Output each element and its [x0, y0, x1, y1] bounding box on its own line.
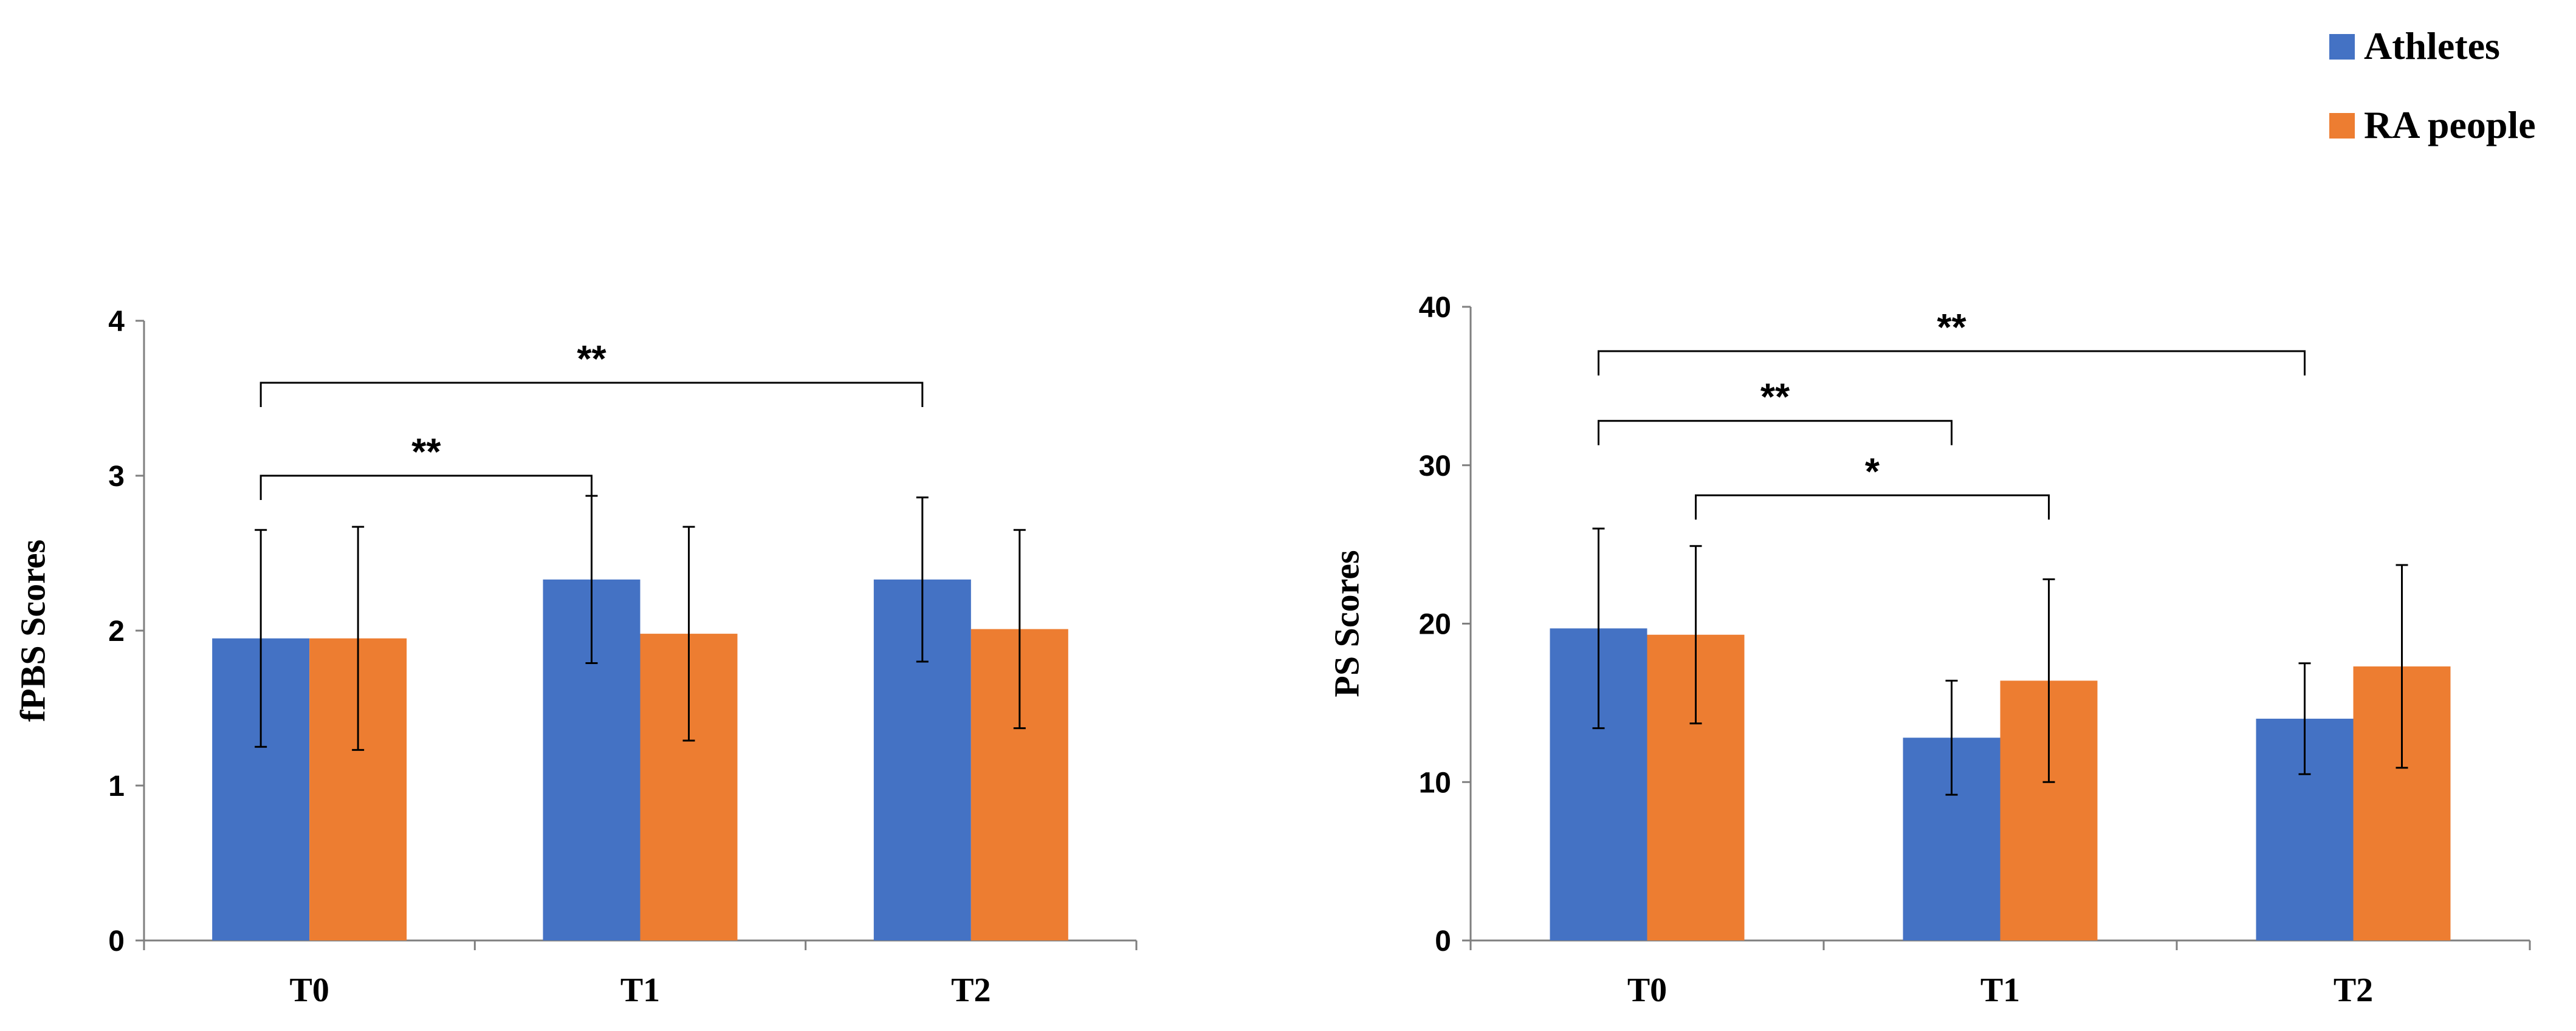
significance-label: * — [1865, 451, 1880, 493]
significance-label: ** — [577, 338, 606, 380]
legend-swatch-ra-people — [2329, 113, 2355, 139]
y-tick-label: 1 — [108, 770, 125, 803]
x-category-label: T1 — [620, 971, 660, 1009]
y-tick-label: 0 — [108, 925, 125, 957]
y-tick-label: 4 — [108, 306, 125, 338]
x-category-label: T2 — [951, 971, 991, 1009]
y-axis-title: PS Scores — [1327, 550, 1366, 697]
legend: Athletes RA people — [2329, 24, 2536, 146]
significance-label: ** — [1937, 307, 1966, 349]
x-category-label: T1 — [1980, 971, 2020, 1009]
significance-label: ** — [411, 431, 441, 473]
x-category-label: T0 — [289, 971, 329, 1009]
x-category-label: T2 — [2334, 971, 2373, 1009]
y-tick-label: 3 — [108, 461, 125, 493]
significance-bracket — [1598, 420, 1953, 445]
fpbs-chart: 0 1 2 3 4 T0 T1 T2 fPBS Scores ** ** — [13, 306, 1138, 1009]
legend-label-athletes: Athletes — [2364, 24, 2500, 67]
legend-label-ra-people: RA people — [2364, 103, 2536, 146]
significance-bracket — [259, 382, 924, 407]
y-tick-label: 40 — [1419, 292, 1451, 324]
significance-label: ** — [1760, 377, 1790, 419]
legend-swatch-athletes — [2329, 34, 2355, 60]
y-tick-label: 0 — [1435, 925, 1451, 957]
x-category-label: T0 — [1627, 971, 1667, 1009]
significance-bracket — [1598, 350, 2306, 376]
y-tick-label: 2 — [108, 615, 125, 648]
y-axis-title: fPBS Scores — [13, 539, 52, 722]
significance-bracket — [1695, 494, 2050, 520]
y-tick-label: 30 — [1419, 450, 1451, 482]
significance-bracket — [259, 474, 592, 500]
y-tick-label: 20 — [1419, 609, 1451, 641]
y-tick-label: 10 — [1419, 767, 1451, 799]
